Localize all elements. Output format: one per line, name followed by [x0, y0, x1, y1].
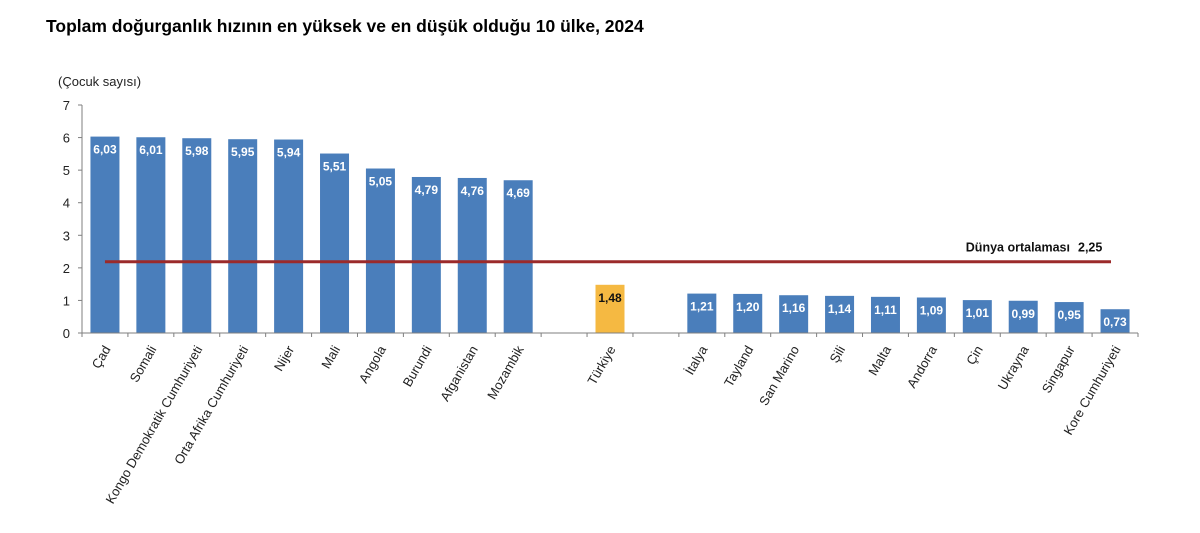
bar-value-label: 4,69 [506, 186, 530, 200]
x-category-label: Çad [89, 343, 114, 371]
bar-value-label: 1,01 [966, 306, 990, 320]
y-tick-label: 5 [63, 163, 70, 178]
bar [1100, 309, 1130, 333]
x-category-label: Çin [963, 343, 986, 367]
x-category-label: Singapur [1039, 342, 1078, 395]
bar [825, 295, 855, 333]
bar [962, 300, 992, 333]
x-category-label: Somali [127, 343, 160, 385]
bar-value-label: 0,73 [1103, 315, 1127, 329]
x-category-label: Türkiye [584, 343, 618, 387]
bar [779, 295, 809, 333]
bar-value-label: 1,14 [828, 302, 852, 316]
bar-value-label: 6,03 [93, 143, 117, 157]
bar-value-label: 1,20 [736, 300, 760, 314]
bar [687, 293, 717, 333]
y-tick-label: 1 [63, 293, 70, 308]
x-category-label: İtalya [682, 342, 711, 377]
y-tick-label: 6 [63, 131, 70, 146]
bar [1008, 300, 1038, 333]
bar-value-label: 5,95 [231, 145, 255, 159]
bar [274, 139, 304, 333]
x-category-label: Mali [318, 343, 343, 371]
bar [457, 177, 487, 333]
x-category-label: Malta [865, 342, 894, 378]
world-average-line: Dünya ortalaması 2,25 [104, 241, 1111, 264]
x-category-label: Angola [356, 342, 390, 385]
y-tick-label: 3 [63, 228, 70, 243]
bar-value-label: 5,51 [323, 160, 347, 174]
bar-value-label: 1,09 [920, 303, 944, 317]
bar [90, 136, 120, 333]
x-category-label: Afganistan [437, 343, 481, 404]
bar-value-label: 5,94 [277, 146, 301, 160]
bar [136, 137, 166, 333]
bar-value-label: 6,01 [139, 143, 163, 157]
x-category-label: Nijer [271, 342, 298, 373]
bar-value-label: 4,76 [461, 184, 485, 198]
y-axis: 0 1 2 3 4 5 6 7 [63, 98, 83, 341]
bar-value-label: 1,11 [874, 303, 897, 317]
bar [228, 139, 258, 333]
bar-value-label: 4,79 [415, 183, 439, 197]
bar [595, 284, 625, 333]
bar-series: 6,03 6,01 5,98 5,95 5,94 5,51 5,05 4,79 4,76 4,69… [90, 136, 1130, 333]
bar-value-label: 0,95 [1057, 308, 1081, 322]
bar [1054, 302, 1084, 333]
y-tick-label: 7 [63, 98, 70, 113]
bar-value-label: 5,05 [369, 175, 393, 189]
x-category-label: Andorra [904, 342, 940, 390]
bar [320, 153, 350, 333]
y-tick-label: 2 [63, 261, 70, 276]
bar-value-label: 0,99 [1012, 307, 1036, 321]
bar-value-label: 5,98 [185, 144, 209, 158]
average-line-label: Dünya ortalaması [966, 241, 1070, 255]
x-category-label: Kongo Demokratik Cumhuriyeti [102, 343, 205, 506]
bar-value-label: 1,16 [782, 301, 806, 315]
bar [733, 293, 763, 333]
x-category-label: Burundi [400, 343, 435, 389]
chart-title: Toplam doğurganlık hızının en yüksek ve … [46, 16, 644, 36]
bar [870, 296, 900, 333]
x-category-label: Ukrayna [995, 342, 1033, 392]
y-tick-label: 0 [63, 326, 70, 341]
y-tick-label: 4 [63, 196, 70, 211]
x-category-label: Mozambik [484, 343, 527, 402]
bar [411, 176, 441, 333]
x-category-label: Tayland [721, 343, 756, 389]
bar-value-label: 1,48 [598, 291, 622, 305]
bar [503, 180, 533, 333]
average-line-value: 2,25 [1078, 241, 1102, 255]
bar [182, 138, 212, 333]
x-category-label: Şili [827, 343, 849, 366]
bar [365, 168, 395, 333]
y-axis-label: (Çocuk sayısı) [58, 74, 141, 89]
bar-value-label: 1,21 [690, 300, 714, 314]
bar [916, 297, 946, 333]
x-category-label: San Marino [756, 343, 802, 408]
